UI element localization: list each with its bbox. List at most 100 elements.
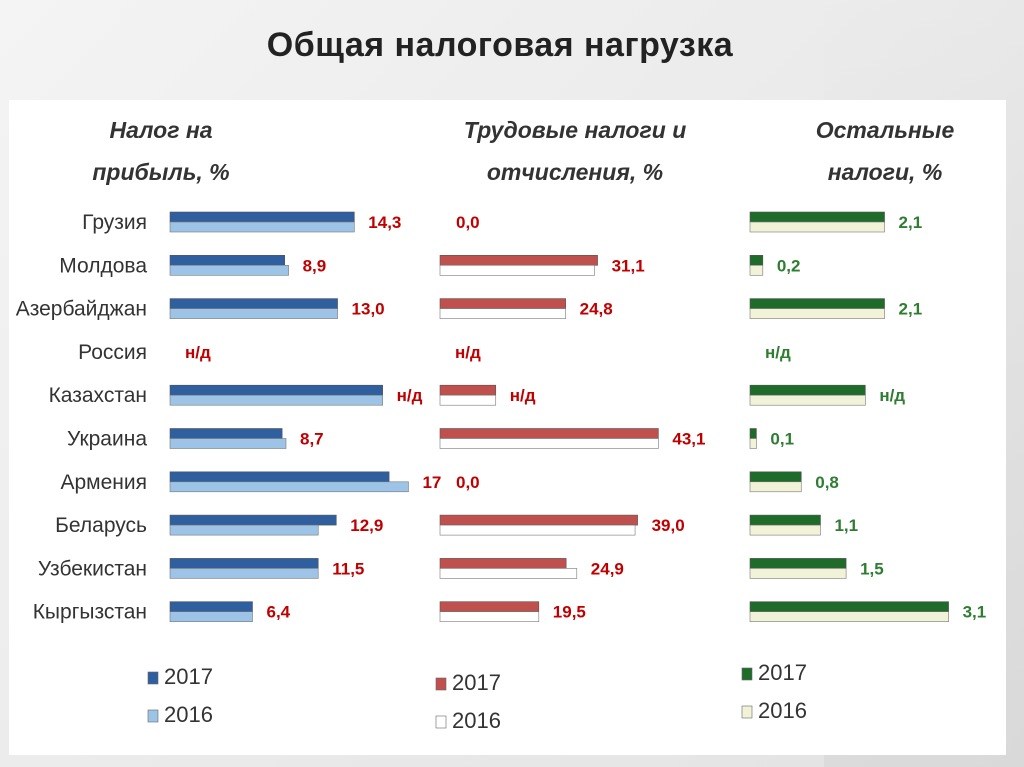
bar-labor-2016 <box>439 265 595 276</box>
data-label: 8,9 <box>303 256 327 275</box>
slide-title: Общая налоговая нагрузка <box>266 26 734 64</box>
bar-labor-2016 <box>439 438 659 449</box>
bar-profit-2016 <box>169 265 289 276</box>
legend-label: 2016 <box>164 702 213 727</box>
category-label: Узбекистан <box>38 557 147 580</box>
bar-other-2016 <box>749 568 847 579</box>
bar-labor-2017 <box>439 514 638 526</box>
legend-swatch-2017 <box>435 677 447 691</box>
legend-swatch-2017 <box>741 667 753 681</box>
bar-other-2017 <box>749 255 764 266</box>
data-label: 43,1 <box>672 430 705 449</box>
data-label: 8,7 <box>300 430 324 449</box>
data-label: 39,0 <box>652 516 685 535</box>
bar-other-2017 <box>749 601 949 613</box>
bar-profit-2016 <box>169 394 383 406</box>
data-label: 1,5 <box>860 559 884 578</box>
data-label: 0,0 <box>456 473 480 492</box>
data-label: 0,1 <box>770 430 794 449</box>
legend-label: 2017 <box>164 664 213 689</box>
category-label: Грузия <box>82 211 147 234</box>
bar-profit-2016 <box>169 568 319 579</box>
bar-other-2016 <box>749 394 866 406</box>
bar-profit-2017 <box>169 384 383 396</box>
bar-profit-2017 <box>169 601 253 613</box>
bar-profit-2017 <box>169 471 390 483</box>
data-label: 2,1 <box>899 213 923 232</box>
bar-other-2017 <box>749 514 821 526</box>
bar-profit-2016 <box>169 611 253 623</box>
data-label: 12,9 <box>350 516 383 535</box>
legend-swatch-2016 <box>741 705 753 719</box>
bar-labor-2017 <box>439 601 540 613</box>
data-label: н/д <box>879 386 905 405</box>
bar-profit-2017 <box>169 298 338 309</box>
data-label: 14,3 <box>368 213 401 232</box>
bar-labor-2017 <box>439 384 497 396</box>
bar-labor-2017 <box>439 428 659 439</box>
bar-other-2016 <box>749 611 949 623</box>
bar-labor-2016 <box>439 308 566 319</box>
bar-profit-2017 <box>169 558 319 569</box>
category-label: Казахстан <box>49 384 147 407</box>
category-label: Россия <box>78 341 147 364</box>
bar-other-2017 <box>749 211 885 223</box>
panel-title-line2: прибыль, % <box>92 159 229 185</box>
legend-label: 2016 <box>452 708 501 733</box>
bar-labor-2016 <box>439 611 540 623</box>
bar-labor-2017 <box>439 255 598 266</box>
bar-other-2016 <box>749 524 821 536</box>
legend-label: 2016 <box>758 698 807 723</box>
data-label: н/д <box>510 386 536 405</box>
bar-other-2016 <box>749 221 885 233</box>
bar-other-2017 <box>749 298 885 309</box>
chart-panel: Грузия Молдова Азербайджан Россия Казахстан У… <box>9 100 1006 755</box>
data-label: 0,2 <box>777 256 801 275</box>
bar-labor-2016 <box>439 524 636 536</box>
bar-other-2017 <box>749 471 802 483</box>
data-label: 6,4 <box>266 603 290 622</box>
category-label: Украина <box>67 428 147 451</box>
category-label: Армения <box>60 471 147 494</box>
bar-other-2016 <box>749 481 802 493</box>
data-label: 3,1 <box>963 603 987 622</box>
data-label: 17 <box>422 473 441 492</box>
bar-profit-2016 <box>169 438 287 449</box>
category-label: Азербайджан <box>16 298 147 321</box>
bar-other-2016 <box>749 438 757 449</box>
bar-labor-2016 <box>439 394 497 406</box>
panel-title-line2: налоги, % <box>828 159 943 185</box>
bar-profit-2016 <box>169 308 338 319</box>
legend-swatch-2016 <box>435 715 447 729</box>
bar-other-2017 <box>749 384 866 396</box>
data-label: 1,1 <box>834 516 858 535</box>
data-label: н/д <box>455 343 481 362</box>
panel-title-line2: отчисления, % <box>487 159 663 185</box>
category-label: Беларусь <box>55 514 147 537</box>
category-label: Молдова <box>59 254 147 277</box>
data-label: н/д <box>765 343 791 362</box>
data-label: н/д <box>185 343 211 362</box>
bar-other-2016 <box>749 308 885 319</box>
category-label: Кыргызстан <box>33 601 147 624</box>
data-label: 11,5 <box>332 559 364 578</box>
data-label: 24,9 <box>591 559 624 578</box>
data-label: 31,1 <box>612 256 645 275</box>
bar-profit-2016 <box>169 221 355 233</box>
data-label: 2,1 <box>899 300 923 319</box>
chart-svg: Грузия Молдова Азербайджан Россия Казахстан У… <box>16 117 987 733</box>
legend-swatch-2017 <box>147 671 159 685</box>
data-label: 19,5 <box>553 603 586 622</box>
data-label: 0,0 <box>456 213 480 232</box>
data-label: 0,8 <box>815 473 839 492</box>
bar-profit-2017 <box>169 428 283 439</box>
legend-label: 2017 <box>758 660 807 685</box>
legend-label: 2017 <box>452 670 501 695</box>
bar-profit-2016 <box>169 524 319 536</box>
bar-profit-2017 <box>169 514 337 526</box>
bar-profit-2016 <box>169 481 409 493</box>
data-label: 13,0 <box>352 300 385 319</box>
bar-other-2016 <box>749 265 764 276</box>
legend-swatch-2016 <box>147 709 159 723</box>
data-label: н/д <box>397 386 423 405</box>
